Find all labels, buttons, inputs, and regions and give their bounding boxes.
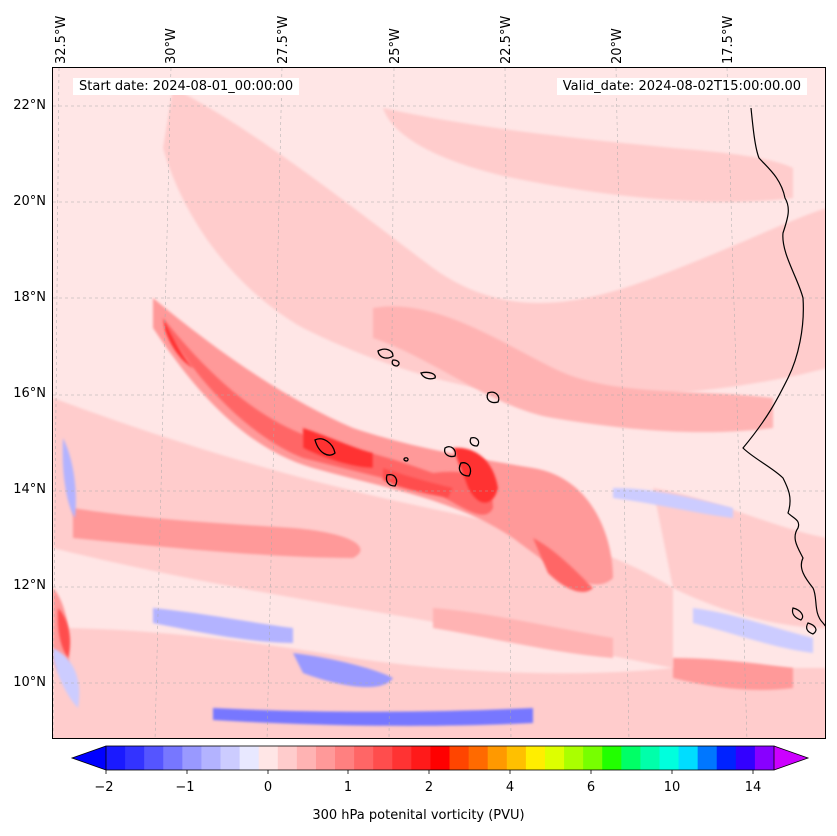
lon-label: 27.5°W [276, 15, 291, 64]
colorbar-segment [754, 746, 775, 770]
pv-contours-medium [53, 298, 793, 690]
colorbar-segment [564, 746, 584, 770]
colorbar-segment [640, 746, 660, 770]
colorbar-segment [735, 746, 756, 770]
coastline [742, 107, 825, 635]
lat-label: 14°N [13, 482, 46, 497]
lat-label: 16°N [13, 386, 46, 401]
colorbar-over-triangle [774, 746, 808, 770]
colorbar-segment [239, 746, 260, 770]
colorbar-outline [105, 745, 775, 771]
colorbar-label: 300 hPa potenital vorticity (PVU) [312, 808, 525, 823]
colorbar-segment [411, 746, 431, 770]
colorbar-segment [583, 746, 603, 770]
lat-label: 12°N [13, 578, 46, 593]
colorbar-segment [296, 746, 317, 770]
pv-field-map [53, 68, 825, 738]
colorbar-segment [468, 746, 489, 770]
colorbar-tick-label: 2 [424, 780, 434, 795]
colorbar-segment [125, 746, 145, 770]
colorbar-under-triangle [72, 746, 106, 770]
colorbar-segment [354, 746, 374, 770]
colorbar-tick-label: 14 [744, 780, 762, 795]
colorbar-segment [315, 746, 336, 770]
colorbar-segment [106, 746, 126, 770]
colorbar-segment [678, 746, 699, 770]
pv-negative-regions [53, 438, 813, 726]
colorbar-segment [163, 746, 183, 770]
colorbar-tick-label: 1 [343, 780, 353, 795]
colorbar-segment [392, 746, 412, 770]
lat-label: 18°N [13, 290, 46, 305]
colorbar-segment [144, 746, 164, 770]
colorbar-segment [373, 746, 393, 770]
colorbar-segment [621, 746, 641, 770]
lon-label: 20°W [610, 28, 625, 64]
start-date-label: Start date: 2024-08-01_00:00:00 [73, 78, 300, 95]
colorbar-segment [487, 746, 508, 770]
colorbar-tick-label: 10 [663, 780, 681, 795]
lat-label: 10°N [13, 675, 46, 690]
colorbar-segment [449, 746, 470, 770]
lon-label: 30°W [164, 28, 179, 64]
lon-label: 22.5°W [499, 15, 514, 64]
colorbar-segment [201, 746, 222, 770]
colorbar-segment [716, 746, 737, 770]
lon-label: 25°W [388, 28, 403, 64]
colorbar-segment [258, 746, 279, 770]
pv-contours-strong [57, 318, 593, 658]
lat-label: 20°N [13, 194, 46, 209]
colorbar-segment [430, 746, 451, 770]
colorbar-segment [182, 746, 202, 770]
colorbar-segment [602, 746, 622, 770]
lon-label: 17.5°W [721, 15, 736, 64]
lon-label: 32.5°W [54, 15, 69, 64]
lat-label: 22°N [13, 98, 46, 113]
colorbar-tick-marks [105, 770, 754, 774]
cape-verde-islands [314, 348, 500, 487]
graticule [53, 68, 825, 738]
colorbar-tick-label: −1 [175, 780, 195, 795]
map-panel: Start date: 2024-08-01_00:00:00 Valid_da… [52, 67, 826, 739]
colorbar-tick-label: 4 [505, 780, 515, 795]
colorbar-segments [106, 746, 775, 770]
colorbar-segment [544, 746, 565, 770]
colorbar-segment [220, 746, 241, 770]
colorbar-segment [697, 746, 718, 770]
colorbar-tick-label: 6 [586, 780, 596, 795]
colorbar-tick-label: −2 [94, 780, 114, 795]
colorbar-segment [335, 746, 355, 770]
colorbar-segment [506, 746, 527, 770]
colorbar-segment [659, 746, 680, 770]
colorbar-tick-label: 0 [263, 780, 273, 795]
valid-date-label: Valid_date: 2024-08-02T15:00:00.00 [556, 78, 807, 95]
colorbar-segment [277, 746, 298, 770]
colorbar-segment [525, 746, 546, 770]
